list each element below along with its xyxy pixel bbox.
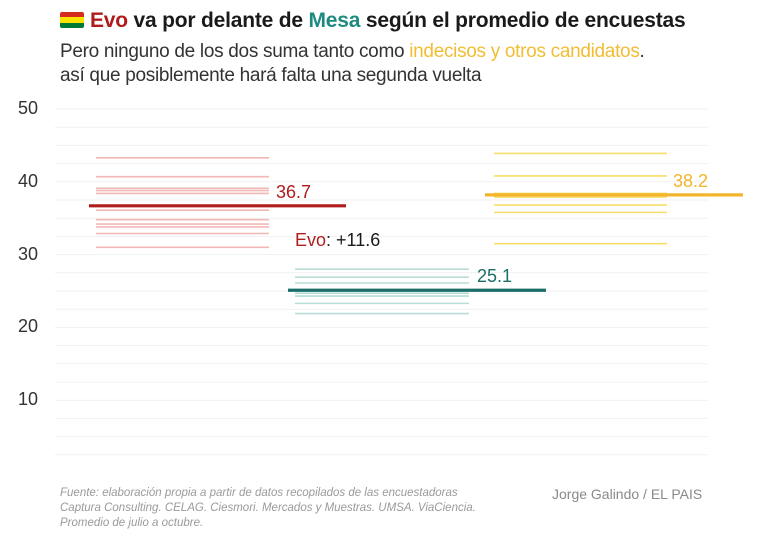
author-credit: Jorge Galindo / EL PAIS [552,486,703,502]
difference-annotation: Evo: +11.6 [295,230,380,251]
title-text-2: según el promedio de encuestas [360,9,686,32]
y-tick-label: 50 [17,98,38,118]
difference-value: : +11.6 [326,230,381,250]
other-average-label: 38.2 [673,170,709,191]
title-evo: Evo [90,9,128,32]
subtitle-line-2: así que posiblemente hará falta una segu… [60,65,482,86]
difference-name: Evo [295,230,327,250]
chart-title: Evo va por delante de Mesa según el prom… [60,9,686,33]
mesa-average-label: 25.1 [477,266,513,287]
title-mesa: Mesa [308,9,361,32]
source-note: Fuente: elaboración propia a partir de d… [60,487,476,529]
flag-stripe-yellow [60,17,84,23]
chart-subtitle: Pero ninguno de los dos suma tanto como … [60,40,645,88]
evo-average-label: 36.7 [276,181,312,202]
flag-stripe-red [60,12,84,18]
bolivia-flag-icon [60,12,84,28]
y-tick-label: 30 [17,243,38,264]
subtitle-other: indecisos y otros candidatos [409,41,640,62]
gridlines [55,108,708,456]
y-tick-label: 40 [17,170,38,191]
title-text-1: va por delante de [127,9,309,32]
y-tick-label: 10 [17,389,38,410]
poll-lines [96,152,667,315]
subtitle-line-1: Pero ninguno de los dos suma tanto como … [60,40,645,64]
average-lines [89,193,743,292]
subtitle-text-1: Pero ninguno de los dos suma tanto como [60,41,410,62]
subtitle-period: . [639,41,645,62]
y-tick-label: 20 [17,316,38,337]
flag-stripe-green [60,22,84,28]
